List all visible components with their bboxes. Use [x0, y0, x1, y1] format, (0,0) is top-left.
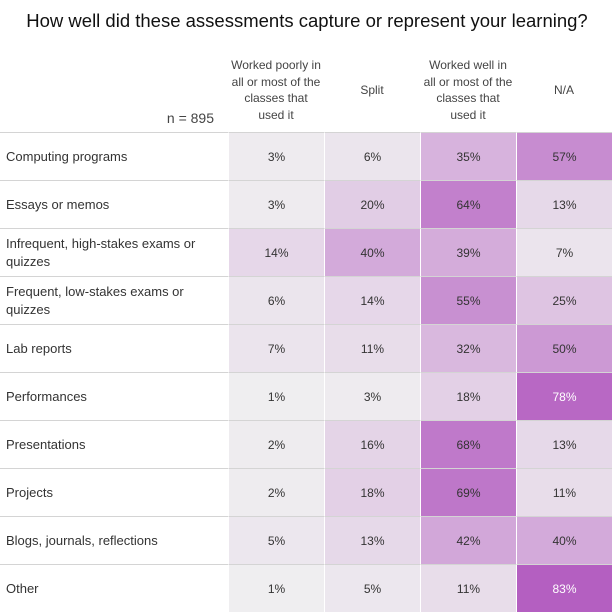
column-header: Worked well in all or most of the classe…	[423, 58, 513, 122]
column-header: N/A	[553, 82, 574, 97]
row-label: Computing programs	[0, 132, 228, 180]
value-label: 42%	[456, 533, 481, 548]
heat-cell: 78%	[516, 372, 612, 420]
heat-cell: 69%	[420, 468, 516, 516]
heat-cell: 3%	[324, 372, 420, 420]
sample-size: n = 895	[166, 110, 214, 126]
heat-cell: 1%	[228, 372, 324, 420]
value-label: 3%	[267, 149, 286, 164]
heat-cell: 13%	[516, 180, 612, 228]
value-label: 57%	[552, 149, 577, 164]
heat-cell: 18%	[420, 372, 516, 420]
value-label: 25%	[552, 293, 577, 308]
value-label: 20%	[360, 197, 385, 212]
row-label: Frequent, low-stakes exams or quizzes	[0, 276, 228, 324]
value-label: 11%	[360, 341, 385, 356]
row-label: Other	[0, 564, 228, 612]
value-label: 64%	[456, 197, 481, 212]
heat-cell: 11%	[420, 564, 516, 612]
heat-cell: 6%	[228, 276, 324, 324]
row-label: Lab reports	[0, 324, 228, 372]
heat-cell: 5%	[324, 564, 420, 612]
heat-cell: 39%	[420, 228, 516, 276]
value-label: 13%	[552, 197, 577, 212]
column-header: Worked poorly in all or most of the clas…	[231, 58, 321, 122]
heat-cell: 11%	[516, 468, 612, 516]
heat-cell: 2%	[228, 420, 324, 468]
value-label: 11%	[456, 581, 481, 596]
heat-cell: 16%	[324, 420, 420, 468]
value-label: 69%	[456, 485, 481, 500]
value-label: 32%	[456, 341, 481, 356]
heat-cell: 1%	[228, 564, 324, 612]
value-label: 6%	[363, 149, 382, 164]
heat-cell: 55%	[420, 276, 516, 324]
heat-cell: 40%	[516, 516, 612, 564]
value-label: 5%	[267, 533, 286, 548]
value-label: 3%	[363, 389, 382, 404]
row-label: Presentations	[0, 420, 228, 468]
value-label: 14%	[264, 245, 289, 260]
heat-cell: 20%	[324, 180, 420, 228]
heat-cell: 18%	[324, 468, 420, 516]
value-label: 3%	[267, 197, 286, 212]
value-label: 83%	[552, 581, 577, 596]
heat-cell: 5%	[228, 516, 324, 564]
value-label: 18%	[360, 485, 385, 500]
heat-cell: 3%	[228, 180, 324, 228]
value-label: 1%	[267, 389, 286, 404]
heat-cell: 32%	[420, 324, 516, 372]
heat-cell: 25%	[516, 276, 612, 324]
heat-cell: 7%	[516, 228, 612, 276]
value-label: 13%	[360, 533, 385, 548]
heat-cell: 50%	[516, 324, 612, 372]
value-label: 11%	[552, 485, 577, 500]
value-label: 6%	[267, 293, 286, 308]
row-label: Infrequent, high-stakes exams or quizzes	[0, 228, 228, 276]
heat-cell: 6%	[324, 132, 420, 180]
heat-cell: 14%	[324, 276, 420, 324]
value-label: 18%	[456, 389, 481, 404]
value-label: 13%	[552, 437, 577, 452]
heat-cell: 42%	[420, 516, 516, 564]
value-label: 40%	[552, 533, 577, 548]
heat-cell: 7%	[228, 324, 324, 372]
value-label: 2%	[267, 437, 286, 452]
value-label: 78%	[552, 389, 577, 404]
value-label: 35%	[456, 149, 481, 164]
row-label: Projects	[0, 468, 228, 516]
value-label: 14%	[360, 293, 385, 308]
value-label: 40%	[360, 245, 385, 260]
heat-cell: 40%	[324, 228, 420, 276]
chart-title: How well did these assessments capture o…	[26, 10, 588, 31]
value-label: 7%	[555, 245, 574, 260]
value-label: 16%	[360, 437, 385, 452]
row-label: Blogs, journals, reflections	[0, 516, 228, 564]
value-label: 55%	[456, 293, 481, 308]
value-label: 50%	[552, 341, 577, 356]
value-label: 68%	[456, 437, 481, 452]
row-label: Performances	[0, 372, 228, 420]
heat-cell: 57%	[516, 132, 612, 180]
heat-cell: 64%	[420, 180, 516, 228]
value-label: 1%	[267, 581, 286, 596]
value-label: 5%	[363, 581, 382, 596]
column-header: Split	[360, 82, 384, 97]
heat-cell: 2%	[228, 468, 324, 516]
value-label: 2%	[267, 485, 286, 500]
heat-cell: 13%	[516, 420, 612, 468]
row-label: Essays or memos	[0, 180, 228, 228]
heat-cell: 3%	[228, 132, 324, 180]
heat-cell: 11%	[324, 324, 420, 372]
heat-cell: 14%	[228, 228, 324, 276]
value-label: 7%	[267, 341, 286, 356]
heat-cell: 68%	[420, 420, 516, 468]
value-label: 39%	[456, 245, 481, 260]
heat-cell: 13%	[324, 516, 420, 564]
heat-cell: 83%	[516, 564, 612, 612]
heat-cell: 35%	[420, 132, 516, 180]
